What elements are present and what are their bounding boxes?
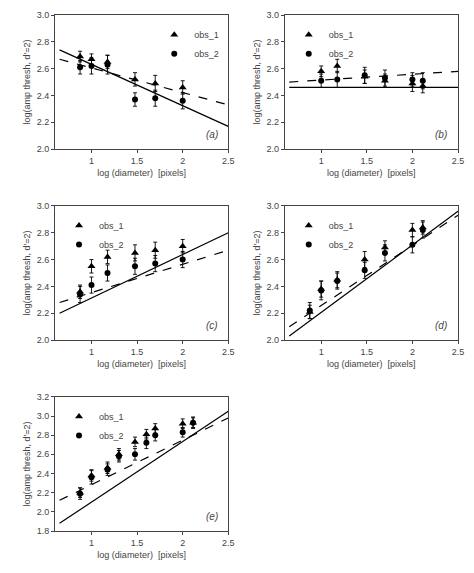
svg-text:2.4: 2.4 bbox=[266, 91, 279, 101]
svg-text:1: 1 bbox=[89, 538, 94, 548]
svg-text:log (diameter) [pixels]: log (diameter) [pixels] bbox=[327, 359, 416, 369]
svg-text:2: 2 bbox=[180, 538, 185, 548]
svg-text:2.0: 2.0 bbox=[37, 144, 50, 154]
svg-text:(e): (e) bbox=[206, 511, 218, 522]
svg-text:2.6: 2.6 bbox=[37, 64, 50, 74]
svg-text:2.8: 2.8 bbox=[266, 228, 279, 238]
svg-text:log (diameter) [pixels]: log (diameter) [pixels] bbox=[97, 550, 186, 560]
svg-text:2.4: 2.4 bbox=[266, 282, 279, 292]
svg-text:2: 2 bbox=[180, 347, 185, 357]
svg-text:2.2: 2.2 bbox=[266, 308, 279, 318]
svg-text:2.8: 2.8 bbox=[37, 228, 50, 238]
svg-text:log(amp thresh, d'=2): log(amp thresh, d'=2) bbox=[22, 230, 32, 315]
svg-text:2.0: 2.0 bbox=[37, 335, 50, 345]
svg-text:2.8: 2.8 bbox=[266, 37, 279, 47]
svg-text:log (diameter) [pixels]: log (diameter) [pixels] bbox=[97, 168, 186, 178]
svg-text:(d): (d) bbox=[435, 320, 447, 331]
svg-text:2.0: 2.0 bbox=[266, 335, 279, 345]
svg-text:(a): (a) bbox=[206, 129, 218, 140]
svg-text:obs_1: obs_1 bbox=[194, 30, 219, 40]
svg-text:3.0: 3.0 bbox=[37, 411, 50, 421]
svg-text:1: 1 bbox=[319, 156, 324, 166]
svg-text:obs_1: obs_1 bbox=[99, 412, 124, 422]
svg-text:1.5: 1.5 bbox=[361, 347, 374, 357]
svg-text:1: 1 bbox=[89, 347, 94, 357]
svg-text:2: 2 bbox=[410, 156, 415, 166]
svg-text:2.4: 2.4 bbox=[37, 91, 50, 101]
svg-text:1: 1 bbox=[319, 347, 324, 357]
svg-text:3.0: 3.0 bbox=[266, 10, 279, 20]
svg-text:2.5: 2.5 bbox=[222, 538, 235, 548]
svg-text:obs_2: obs_2 bbox=[329, 240, 354, 250]
svg-text:2.2: 2.2 bbox=[37, 117, 50, 127]
svg-text:1.8: 1.8 bbox=[37, 526, 50, 536]
svg-text:log(amp thresh, d'=2): log(amp thresh, d'=2) bbox=[22, 421, 32, 506]
svg-text:2.4: 2.4 bbox=[37, 282, 50, 292]
svg-text:2.5: 2.5 bbox=[452, 156, 465, 166]
svg-text:2.6: 2.6 bbox=[266, 64, 279, 74]
svg-text:1.5: 1.5 bbox=[131, 538, 144, 548]
svg-text:log (diameter) [pixels]: log (diameter) [pixels] bbox=[97, 359, 186, 369]
svg-text:2.4: 2.4 bbox=[37, 469, 50, 479]
svg-text:1.5: 1.5 bbox=[131, 347, 144, 357]
svg-text:3.2: 3.2 bbox=[37, 392, 50, 402]
svg-text:2.5: 2.5 bbox=[222, 347, 235, 357]
svg-text:3.0: 3.0 bbox=[266, 201, 279, 211]
svg-text:(b): (b) bbox=[435, 129, 447, 140]
svg-text:2.8: 2.8 bbox=[37, 430, 50, 440]
svg-text:1.5: 1.5 bbox=[361, 156, 374, 166]
svg-text:1.5: 1.5 bbox=[131, 156, 144, 166]
svg-text:2.2: 2.2 bbox=[37, 308, 50, 318]
svg-text:obs_2: obs_2 bbox=[329, 49, 354, 59]
svg-text:log(amp thresh, d'=2): log(amp thresh, d'=2) bbox=[22, 40, 32, 125]
svg-text:3.0: 3.0 bbox=[37, 201, 50, 211]
svg-text:2.5: 2.5 bbox=[222, 156, 235, 166]
svg-text:2: 2 bbox=[180, 156, 185, 166]
svg-text:2.0: 2.0 bbox=[266, 144, 279, 154]
svg-text:1: 1 bbox=[89, 156, 94, 166]
svg-text:log(amp thresh, d'=2): log(amp thresh, d'=2) bbox=[252, 230, 262, 315]
svg-text:log (diameter) [pixels]: log (diameter) [pixels] bbox=[327, 168, 416, 178]
svg-text:2.0: 2.0 bbox=[37, 507, 50, 517]
svg-text:2.8: 2.8 bbox=[37, 37, 50, 47]
svg-text:2: 2 bbox=[410, 347, 415, 357]
svg-text:obs_1: obs_1 bbox=[329, 30, 354, 40]
svg-text:(c): (c) bbox=[206, 320, 218, 331]
svg-text:2.6: 2.6 bbox=[37, 255, 50, 265]
svg-text:2.2: 2.2 bbox=[266, 117, 279, 127]
svg-text:2.6: 2.6 bbox=[37, 449, 50, 459]
svg-text:2.6: 2.6 bbox=[266, 255, 279, 265]
svg-text:obs_1: obs_1 bbox=[99, 221, 124, 231]
svg-text:obs_2: obs_2 bbox=[194, 49, 219, 59]
svg-text:obs_2: obs_2 bbox=[99, 240, 124, 250]
svg-text:2.5: 2.5 bbox=[452, 347, 465, 357]
svg-text:3.0: 3.0 bbox=[37, 10, 50, 20]
svg-text:2.2: 2.2 bbox=[37, 488, 50, 498]
svg-text:obs_2: obs_2 bbox=[99, 431, 124, 441]
svg-text:obs_1: obs_1 bbox=[329, 221, 354, 231]
svg-text:log(amp thresh, d'=2): log(amp thresh, d'=2) bbox=[252, 40, 262, 125]
